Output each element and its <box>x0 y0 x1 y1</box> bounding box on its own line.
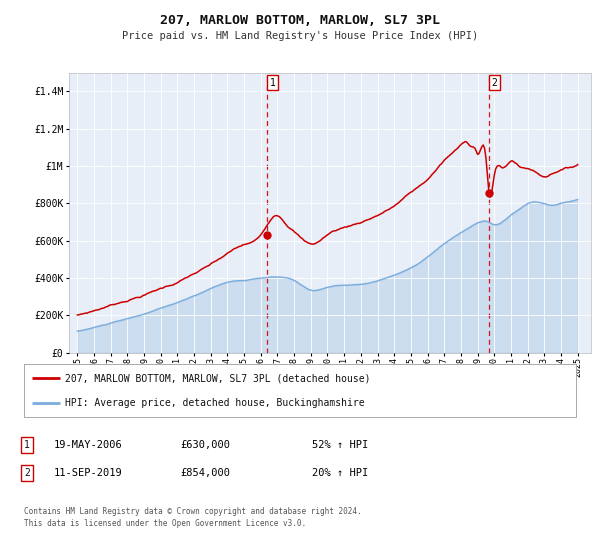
Text: 11-SEP-2019: 11-SEP-2019 <box>54 468 123 478</box>
Text: £854,000: £854,000 <box>180 468 230 478</box>
Text: 2: 2 <box>491 78 497 87</box>
Text: 19-MAY-2006: 19-MAY-2006 <box>54 440 123 450</box>
Text: 207, MARLOW BOTTOM, MARLOW, SL7 3PL: 207, MARLOW BOTTOM, MARLOW, SL7 3PL <box>160 14 440 27</box>
Text: Price paid vs. HM Land Registry's House Price Index (HPI): Price paid vs. HM Land Registry's House … <box>122 31 478 41</box>
Text: 52% ↑ HPI: 52% ↑ HPI <box>312 440 368 450</box>
Text: 207, MARLOW BOTTOM, MARLOW, SL7 3PL (detached house): 207, MARLOW BOTTOM, MARLOW, SL7 3PL (det… <box>65 374 371 384</box>
Text: 1: 1 <box>24 440 30 450</box>
Text: 2: 2 <box>24 468 30 478</box>
Text: £630,000: £630,000 <box>180 440 230 450</box>
Text: HPI: Average price, detached house, Buckinghamshire: HPI: Average price, detached house, Buck… <box>65 398 365 408</box>
Text: 1: 1 <box>269 78 275 87</box>
Text: Contains HM Land Registry data © Crown copyright and database right 2024.
This d: Contains HM Land Registry data © Crown c… <box>24 507 362 528</box>
Text: 20% ↑ HPI: 20% ↑ HPI <box>312 468 368 478</box>
